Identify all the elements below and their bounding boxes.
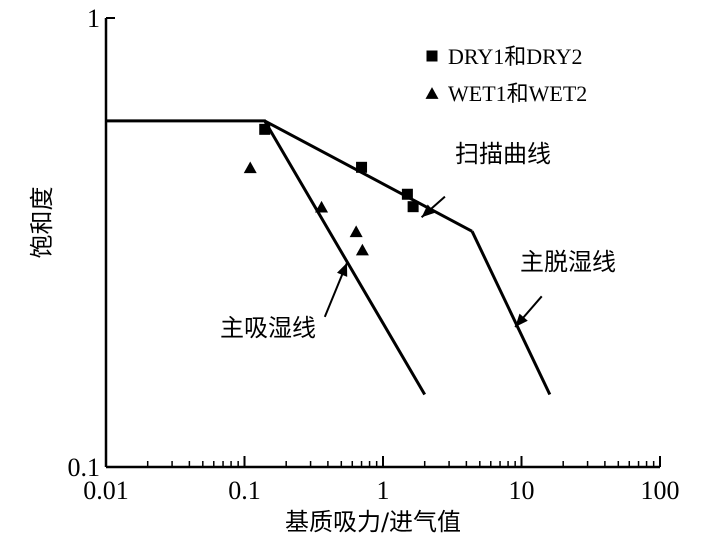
plot-lines	[106, 119, 552, 396]
curve-line-2	[263, 119, 473, 233]
scanning-curve-annotation-arrowhead	[421, 204, 435, 218]
scanning-curve-annotation-label: 扫描曲线	[455, 140, 551, 168]
y-tick-label: 1	[87, 4, 100, 33]
legend-label: DRY1和DRY2	[448, 44, 582, 69]
wet-point	[315, 200, 329, 213]
y-axis-title: 饱和度	[28, 187, 56, 259]
x-tick-label: 100	[641, 476, 680, 505]
main-wetting-annotation-label: 主吸湿线	[220, 314, 316, 342]
y-tick-label: 0.1	[68, 453, 101, 482]
dry-point	[407, 201, 419, 213]
wet-point	[243, 161, 257, 174]
x-tick-label: 0.01	[83, 476, 129, 505]
curve-line-1	[106, 119, 426, 396]
dry-point	[259, 123, 271, 135]
main-wetting-annotation-arrowhead	[337, 262, 348, 277]
markers	[243, 123, 419, 256]
legend-square-marker	[426, 50, 438, 62]
main-drying-annotation-label: 主脱湿线	[520, 248, 616, 276]
dry-point	[356, 161, 368, 173]
x-tick-label: 0.1	[228, 476, 261, 505]
legend: DRY1和DRY2 WET1和WET2	[425, 44, 587, 106]
wet-point	[355, 243, 369, 256]
x-tick-label: 10	[509, 476, 535, 505]
wet-point	[349, 225, 363, 238]
legend-triangle-marker	[425, 87, 439, 99]
x-axis-title: 基质吸力/进气值	[285, 508, 461, 536]
x-tick-label: 1	[377, 476, 390, 505]
dry-point	[401, 188, 413, 200]
legend-label: WET1和WET2	[448, 81, 587, 106]
main-drying-annotation-arrowhead	[515, 313, 528, 327]
curve-line-3	[470, 230, 552, 396]
